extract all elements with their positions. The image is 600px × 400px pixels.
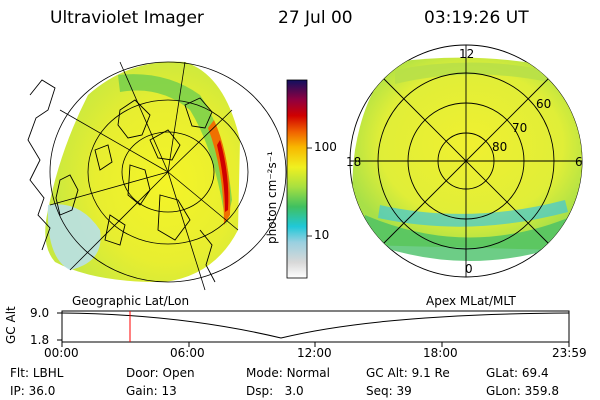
apex-panel-title: Apex MLat/MLT	[426, 294, 516, 308]
time-tick-0000: 00:00	[44, 346, 79, 360]
altitude-ticks	[57, 312, 570, 347]
param-mode: Mode: Normal	[246, 366, 330, 380]
param-filter: Flt: LBHL	[10, 366, 64, 380]
geo-panel-title: Geographic Lat/Lon	[72, 294, 190, 308]
color-scale-bar	[286, 79, 308, 279]
color-scale-ticks	[307, 147, 312, 237]
time-tick-0600: 06:00	[170, 346, 205, 360]
param-ip: IP: 36.0	[10, 384, 56, 398]
param-gc-alt: GC Alt: 9.1 Re	[366, 366, 450, 380]
apex-polar-panel	[349, 44, 583, 278]
mlat-label-60: 60	[536, 97, 552, 111]
colorbar-tick-100: 100	[314, 140, 337, 154]
mlat-label-70: 70	[512, 121, 528, 135]
geo-green-band	[118, 74, 232, 226]
param-gain: Gain: 13	[126, 384, 177, 398]
mlt-label-18: 18	[346, 155, 362, 169]
time-tick-2359: 23:59	[552, 346, 587, 360]
param-glon: GLon: 359.8	[486, 384, 559, 398]
image-time: 03:19:26 UT	[424, 8, 529, 28]
polar-image-fill	[352, 57, 582, 250]
altitude-tick-1-8: 1.8	[30, 333, 50, 347]
colorbar-tick-10: 10	[314, 228, 330, 242]
param-glat: GLat: 69.4	[486, 366, 549, 380]
geo-peak-arc	[217, 140, 229, 212]
colorbar-unit-label: photon cm⁻²s⁻¹	[265, 151, 279, 244]
geo-dim-region	[47, 204, 101, 270]
param-door: Door: Open	[126, 366, 195, 380]
altitude-curve	[61, 312, 570, 339]
altitude-axis-label: GC Alt	[4, 306, 18, 344]
image-date: 27 Jul 00	[278, 8, 353, 28]
mlt-label-12: 12	[459, 47, 475, 61]
geographic-map-panel	[27, 61, 287, 291]
instrument-title: Ultraviolet Imager	[50, 8, 204, 28]
polar-grid	[350, 45, 582, 277]
altitude-tick-9: 9.0	[30, 306, 50, 320]
mlat-label-80: 80	[492, 140, 508, 154]
mlt-label-6: 6	[575, 155, 583, 169]
param-dsp: Dsp: 3.0	[246, 384, 304, 398]
time-tick-1200: 12:00	[297, 346, 332, 360]
mlt-label-0: 0	[465, 262, 473, 276]
time-tick-1800: 18:00	[423, 346, 458, 360]
polar-green-band	[362, 215, 578, 261]
geo-bright-arc	[208, 120, 231, 225]
param-seq: Seq: 39	[366, 384, 412, 398]
geo-coastlines	[27, 79, 216, 283]
polar-blue-band	[378, 200, 568, 227]
altitude-strip-plot	[57, 310, 570, 347]
